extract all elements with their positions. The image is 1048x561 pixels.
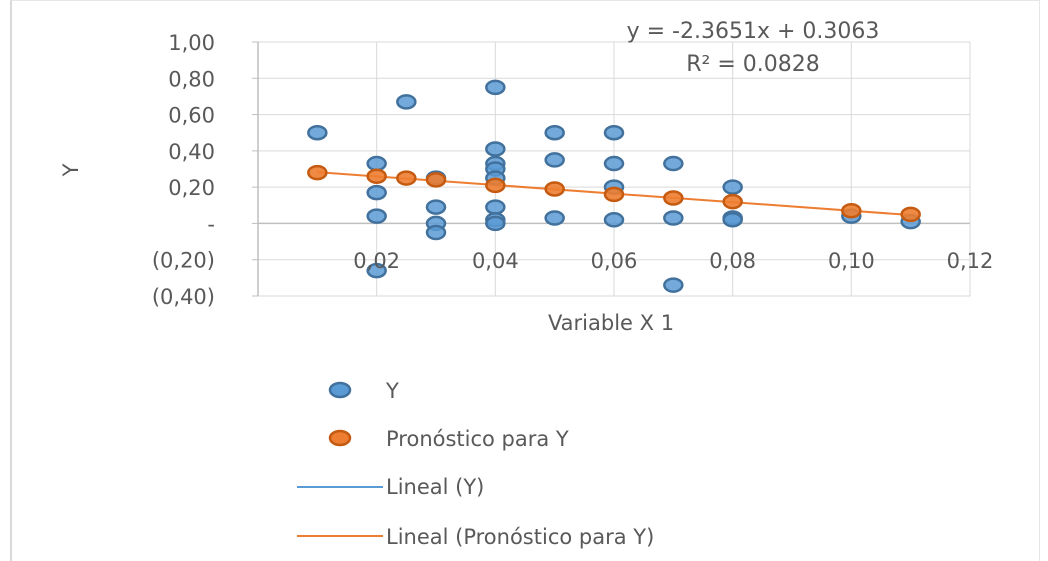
legend-label-y: Y [385,379,399,403]
legend-item-pronostico: Pronóstico para Y [328,427,569,451]
chart-frame [10,0,1040,561]
y-tick-label: (0,40) [152,285,215,309]
x-tick-label: 0,02 [353,249,400,273]
point-y [485,199,506,215]
data-points [307,79,921,293]
x-tick-label: 0,10 [828,249,875,273]
point-y [603,124,625,141]
legend-label-lineal-pronostico: Lineal (Pronóstico para Y) [386,525,654,549]
point-pronostico [425,172,447,188]
legend: Y Pronóstico para Y Lineal (Y) Lineal (P… [297,379,654,549]
legend-marker-y [328,381,352,399]
point-y [485,79,506,96]
point-y [663,155,684,172]
y-tick-label: 0,80 [168,67,215,91]
point-y [722,179,743,195]
point-y [722,212,743,228]
point-y [485,141,506,157]
point-y [307,124,328,141]
point-y [544,124,565,141]
point-pronostico [307,164,328,181]
point-y [544,210,565,226]
tick-labels: 1,00 0,80 0,60 0,40 0,20 - (0,20) (0,40) 0,02 0,0… [152,31,994,309]
point-pronostico [900,206,921,223]
point-pronostico [544,181,565,197]
x-tick-label: 0,08 [709,249,756,273]
trendline-equation: y = -2.3651x + 0.3063 [627,19,880,44]
point-pronostico [841,202,862,219]
point-pronostico [366,168,387,185]
y-tick-label: 1,00 [168,31,215,55]
x-axis-title: Variable X 1 [548,311,674,335]
point-pronostico [722,193,743,210]
point-y [663,277,684,293]
legend-item-y: Y [328,379,399,403]
legend-label-pronostico: Pronóstico para Y [386,427,569,451]
point-y [366,208,387,224]
legend-label-lineal-y: Lineal (Y) [386,475,484,499]
point-pronostico [603,186,625,203]
y-axis-title: Y [59,163,83,177]
y-tick-label: 0,40 [168,140,215,164]
point-y [396,94,417,110]
x-tick-label: 0,12 [947,249,994,273]
y-tick-label: 0,60 [168,104,215,128]
point-y [485,215,506,232]
y-tick-label: 0,20 [168,176,215,200]
legend-item-lineal-y: Lineal (Y) [297,475,484,499]
legend-item-lineal-pronostico: Lineal (Pronóstico para Y) [297,525,654,549]
y-tick-label: (0,20) [152,249,215,273]
point-y [366,155,387,172]
legend-marker-pronostico [328,429,352,447]
point-y [366,262,387,279]
point-y [603,155,625,172]
point-y [425,224,447,241]
point-y [544,152,565,168]
point-pronostico [663,190,684,206]
point-y [366,184,387,201]
point-pronostico [396,170,417,186]
r-squared-label: R² = 0.0828 [686,52,820,77]
x-tick-label: 0,04 [472,249,519,273]
x-tick-label: 0,06 [591,249,638,273]
point-y [425,199,447,215]
y-tick-label: - [207,212,215,236]
point-y [663,210,684,226]
point-pronostico [485,177,506,194]
point-y [603,212,625,228]
